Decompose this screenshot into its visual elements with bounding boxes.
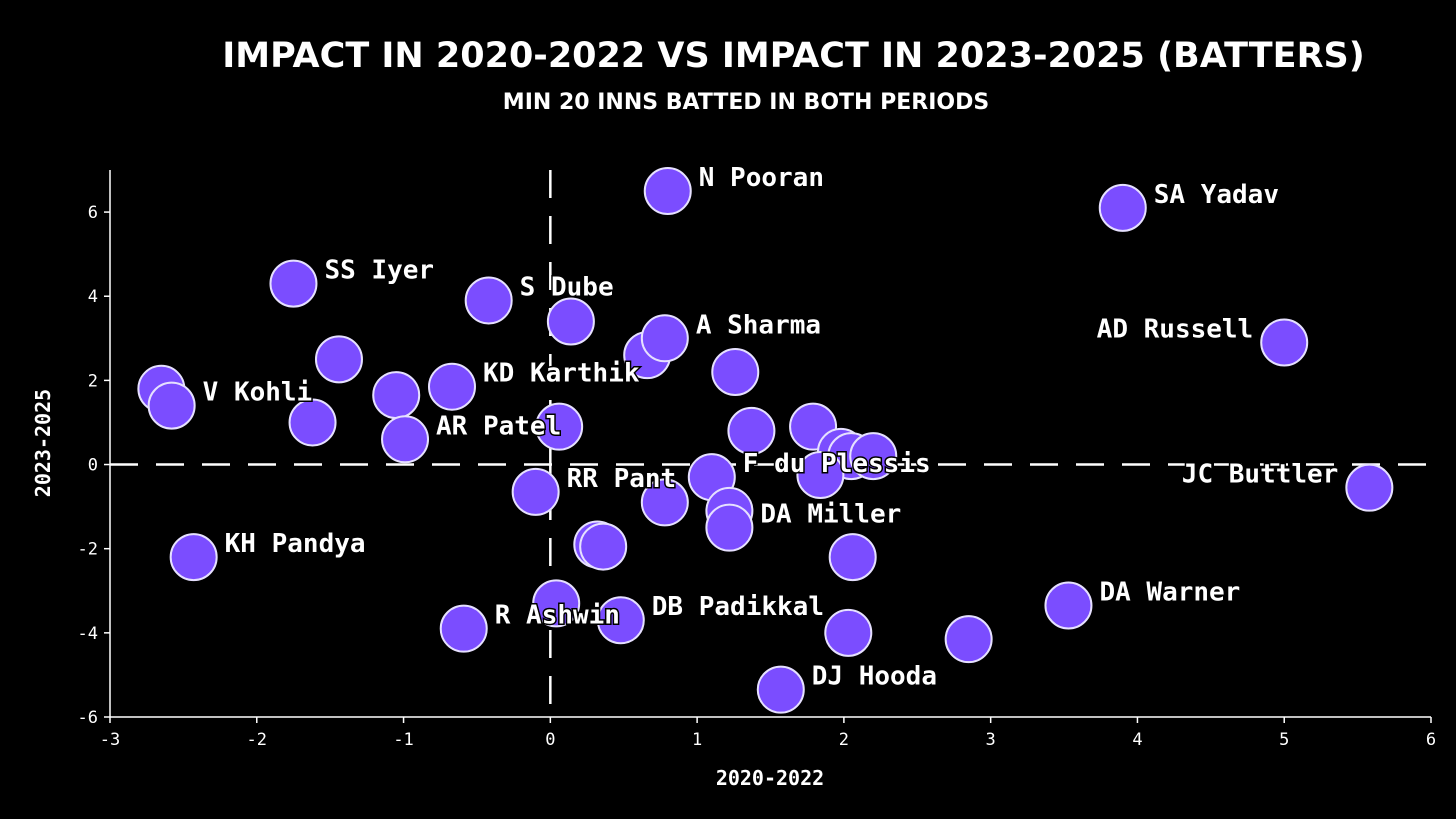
- data-point: [849, 432, 898, 481]
- x-tick-label: -3: [100, 730, 120, 750]
- x-axis-label: 2020-2022: [716, 766, 824, 790]
- point-label: SA Yadav: [1154, 180, 1279, 210]
- data-point: [643, 167, 692, 216]
- data-point: [464, 276, 513, 325]
- axes: -3 -2 -1 0 1 2 3 4 5 6 -6 -4 -2 0 2 4 6: [78, 170, 1436, 750]
- point-label: JC Buttler: [1182, 460, 1339, 490]
- data-points: [137, 167, 1394, 714]
- data-point: [169, 533, 218, 582]
- data-point: [288, 398, 337, 447]
- x-tick-label: -2: [247, 730, 267, 750]
- x-tick-label: 4: [1132, 730, 1142, 750]
- data-point: [546, 297, 595, 346]
- data-point: [1098, 183, 1147, 232]
- point-label: DJ Hooda: [812, 662, 937, 692]
- data-point: [824, 608, 873, 657]
- y-tick-label: 6: [88, 203, 98, 223]
- data-point: [640, 478, 689, 527]
- x-tick-label: 3: [986, 730, 996, 750]
- x-tick-label: -1: [393, 730, 413, 750]
- x-tick-label: 2: [839, 730, 849, 750]
- y-tick-label: -2: [78, 540, 98, 560]
- data-point: [427, 362, 476, 411]
- data-point: [944, 615, 993, 664]
- data-point: [269, 259, 318, 308]
- point-label: N Pooran: [699, 163, 824, 193]
- y-tick-label: 4: [88, 287, 98, 307]
- data-point: [596, 596, 645, 645]
- data-point: [1345, 463, 1394, 512]
- point-label: V Kohli: [203, 378, 313, 408]
- data-point: [705, 503, 754, 552]
- y-tick-label: -4: [78, 624, 98, 644]
- data-point: [439, 604, 488, 653]
- data-point: [1044, 581, 1093, 630]
- data-point: [756, 665, 805, 714]
- reference-lines: [110, 170, 1431, 717]
- point-label: F du Plessis: [743, 449, 931, 479]
- x-tick-label: 5: [1279, 730, 1289, 750]
- x-tick-label: 1: [692, 730, 702, 750]
- y-tick-label: 2: [88, 371, 98, 391]
- chart-title: IMPACT IN 2020-2022 VS IMPACT IN 2023-20…: [222, 36, 1365, 76]
- point-label: KD Karthik: [483, 359, 640, 389]
- point-label: AR Patel: [436, 411, 561, 441]
- point-labels: N Pooran SA Yadav SS Iyer S Dube A Sharma AD …: [201, 162, 1340, 694]
- point-label: A Sharma: [696, 310, 821, 340]
- point-label: R Ashwin: [495, 601, 620, 631]
- data-point: [1260, 318, 1309, 367]
- data-point: [828, 533, 877, 582]
- point-label: DA Miller: [760, 500, 901, 530]
- x-tick-label: 0: [545, 730, 555, 750]
- point-label: SS Iyer: [324, 256, 434, 286]
- data-point: [147, 381, 196, 430]
- point-label: DB Padikkal: [652, 592, 824, 622]
- data-point: [314, 335, 363, 384]
- point-label: RR Pant: [567, 464, 677, 494]
- data-point: [727, 406, 776, 455]
- data-point: [381, 415, 430, 464]
- y-tick-label: -6: [78, 708, 98, 728]
- point-label: DA Warner: [1099, 577, 1240, 607]
- chart-subtitle: MIN 20 INNS BATTED IN BOTH PERIODS: [502, 90, 990, 115]
- y-tick-label: 0: [88, 456, 98, 476]
- data-point: [640, 314, 689, 363]
- data-point: [711, 347, 760, 396]
- data-point: [511, 467, 560, 516]
- y-axis-label: 2023-2025: [31, 389, 55, 497]
- data-point: [796, 451, 845, 500]
- x-tick-label: 6: [1426, 730, 1436, 750]
- point-label: KH Pandya: [225, 529, 366, 559]
- data-point: [532, 579, 581, 628]
- point-label: S Dube: [520, 272, 614, 302]
- data-point: [372, 371, 421, 420]
- point-label: AD Russell: [1097, 315, 1254, 345]
- data-point: [535, 402, 584, 451]
- data-point: [579, 522, 628, 571]
